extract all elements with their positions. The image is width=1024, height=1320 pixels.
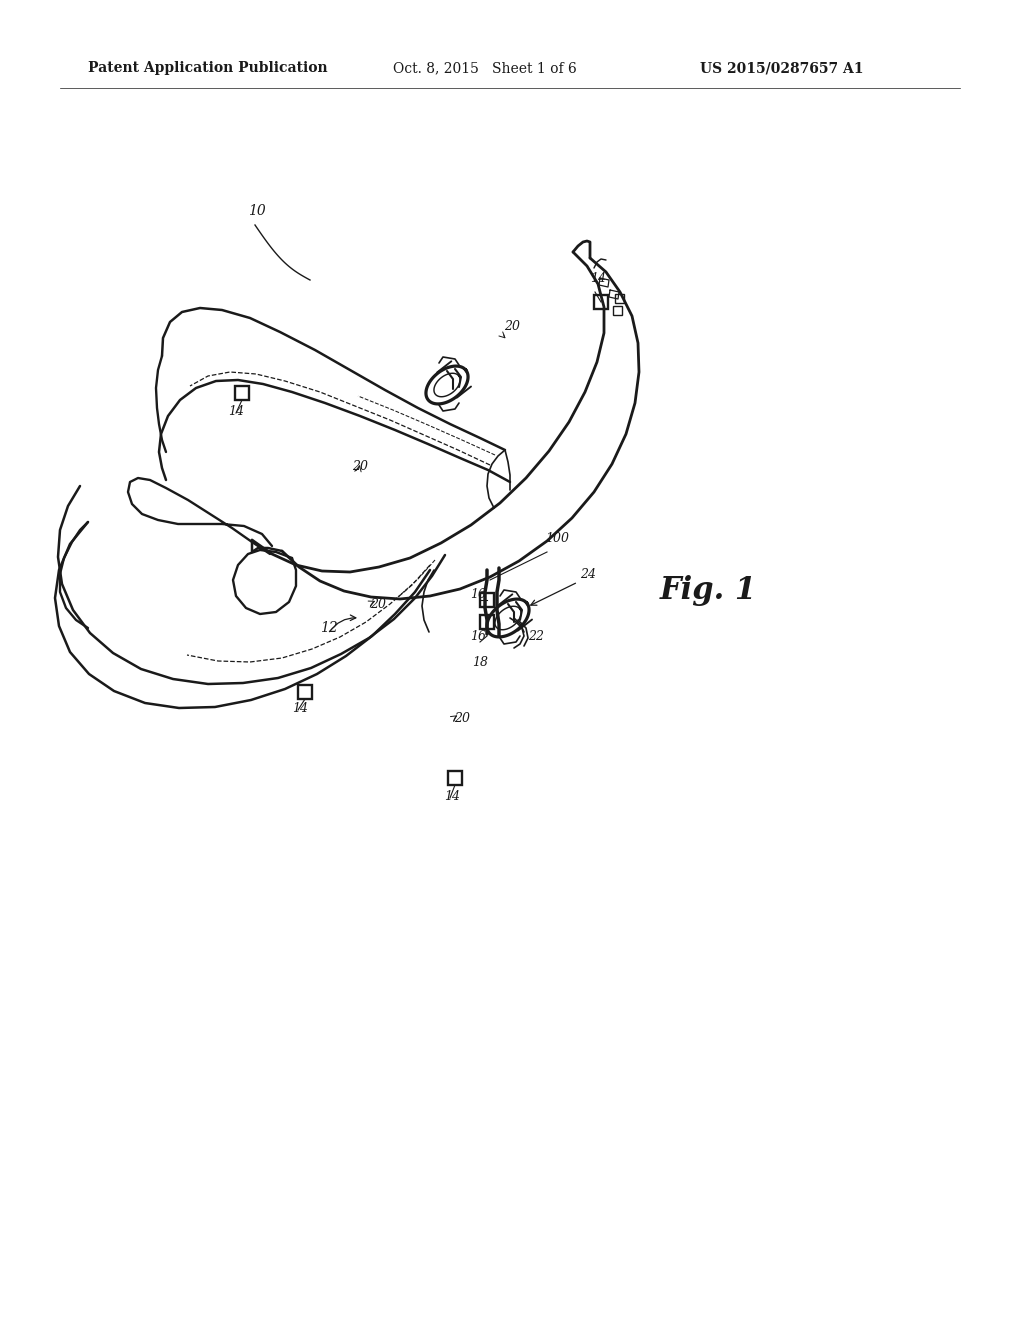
Bar	[449, 771, 462, 785]
Bar	[615, 294, 624, 304]
Bar	[480, 593, 494, 607]
Text: 100: 100	[545, 532, 569, 545]
Text: 24: 24	[580, 568, 596, 581]
Text: 16: 16	[470, 630, 486, 643]
Bar	[594, 294, 608, 309]
Text: 12: 12	[319, 620, 338, 635]
Text: 10: 10	[248, 205, 266, 218]
Text: 20: 20	[370, 598, 386, 611]
Bar	[613, 306, 622, 315]
Text: 22: 22	[528, 630, 544, 643]
Bar	[480, 615, 494, 630]
Bar	[298, 685, 312, 700]
Text: 20: 20	[504, 319, 520, 333]
Bar	[234, 385, 249, 400]
Text: 20: 20	[352, 459, 368, 473]
Text: 14: 14	[228, 405, 244, 418]
Text: Oct. 8, 2015   Sheet 1 of 6: Oct. 8, 2015 Sheet 1 of 6	[393, 61, 577, 75]
Text: 14: 14	[444, 789, 460, 803]
Text: 20: 20	[454, 711, 470, 725]
Text: 14: 14	[292, 702, 308, 715]
Text: 14: 14	[590, 272, 606, 285]
Text: Patent Application Publication: Patent Application Publication	[88, 61, 328, 75]
Text: Fig. 1: Fig. 1	[660, 574, 757, 606]
Text: 18: 18	[472, 656, 488, 669]
Text: 16: 16	[470, 587, 486, 601]
Text: US 2015/0287657 A1: US 2015/0287657 A1	[700, 61, 863, 75]
